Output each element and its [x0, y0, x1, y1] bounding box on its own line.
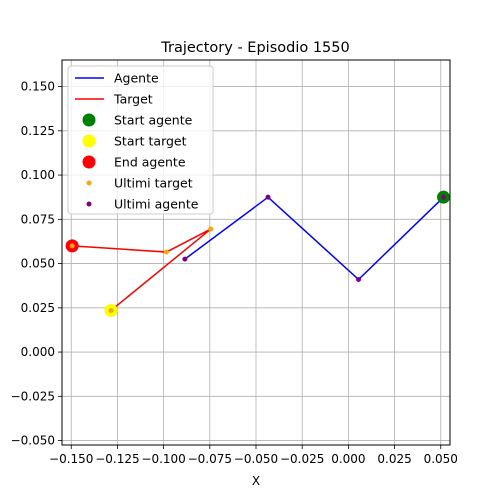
x-tick-label: −0.100 — [141, 452, 185, 466]
legend-label: Ultimi target — [114, 176, 193, 191]
y-tick-label: 0.075 — [21, 212, 55, 226]
y-tick-label: 0.000 — [21, 345, 55, 359]
y-tick-label: −0.025 — [11, 389, 55, 403]
marker-layer — [65, 190, 451, 317]
y-tick-label: 0.025 — [21, 301, 55, 315]
marker-ultimi-agente — [182, 256, 188, 262]
legend-label: Start target — [114, 134, 187, 149]
x-tick-label: −0.125 — [95, 452, 139, 466]
marker-ultimi-agente — [265, 194, 271, 200]
y-tick-label: 0.100 — [21, 168, 55, 182]
x-tick-label: 0.025 — [377, 452, 411, 466]
y-axis: −0.050 −0.025 0.000 0.025 0.050 0.075 0.100 0.1… — [11, 80, 62, 448]
legend-marker-start-target — [82, 134, 96, 148]
x-axis-label: X — [252, 474, 260, 488]
series-line-target — [72, 228, 212, 312]
series-layer — [72, 196, 445, 312]
marker-ultimi-target — [69, 243, 75, 249]
marker-ultimi-target — [163, 249, 169, 255]
legend-label: End agente — [114, 155, 186, 170]
grid — [62, 60, 450, 445]
marker-ultimi-agente — [441, 194, 447, 200]
legend-marker-end-agente — [82, 155, 96, 169]
x-axis: −0.150 −0.125 −0.100 −0.075 −0.050 −0.025 0.00… — [49, 445, 458, 466]
y-tick-label: −0.050 — [11, 434, 55, 448]
marker-ultimi-target — [108, 307, 114, 313]
x-tick-label: −0.075 — [188, 452, 232, 466]
marker-ultimi-target — [208, 226, 214, 232]
y-tick-label: 0.050 — [21, 257, 55, 271]
legend-label: Start agente — [114, 113, 193, 128]
legend-marker-start-agente — [82, 113, 96, 127]
chart-title: Trajectory - Episodio 1550 — [160, 40, 349, 56]
x-tick-label: 0.000 — [331, 452, 365, 466]
series-line-agente — [184, 196, 445, 281]
legend: Agente Target Start agente Start target End … — [67, 65, 214, 215]
legend-marker-ultimi-target — [86, 180, 92, 186]
x-tick-label: −0.025 — [280, 452, 324, 466]
x-tick-label: −0.050 — [234, 452, 278, 466]
y-tick-label: 0.125 — [21, 124, 55, 138]
legend-label: Ultimi agente — [114, 197, 199, 212]
legend-label: Agente — [114, 71, 159, 86]
y-tick-label: 0.150 — [21, 80, 55, 94]
legend-box — [67, 65, 214, 215]
legend-label: Target — [113, 92, 153, 107]
marker-ultimi-agente — [356, 276, 362, 282]
x-tick-label: 0.050 — [424, 452, 458, 466]
x-tick-label: −0.150 — [49, 452, 93, 466]
legend-marker-ultimi-agente — [86, 201, 92, 207]
